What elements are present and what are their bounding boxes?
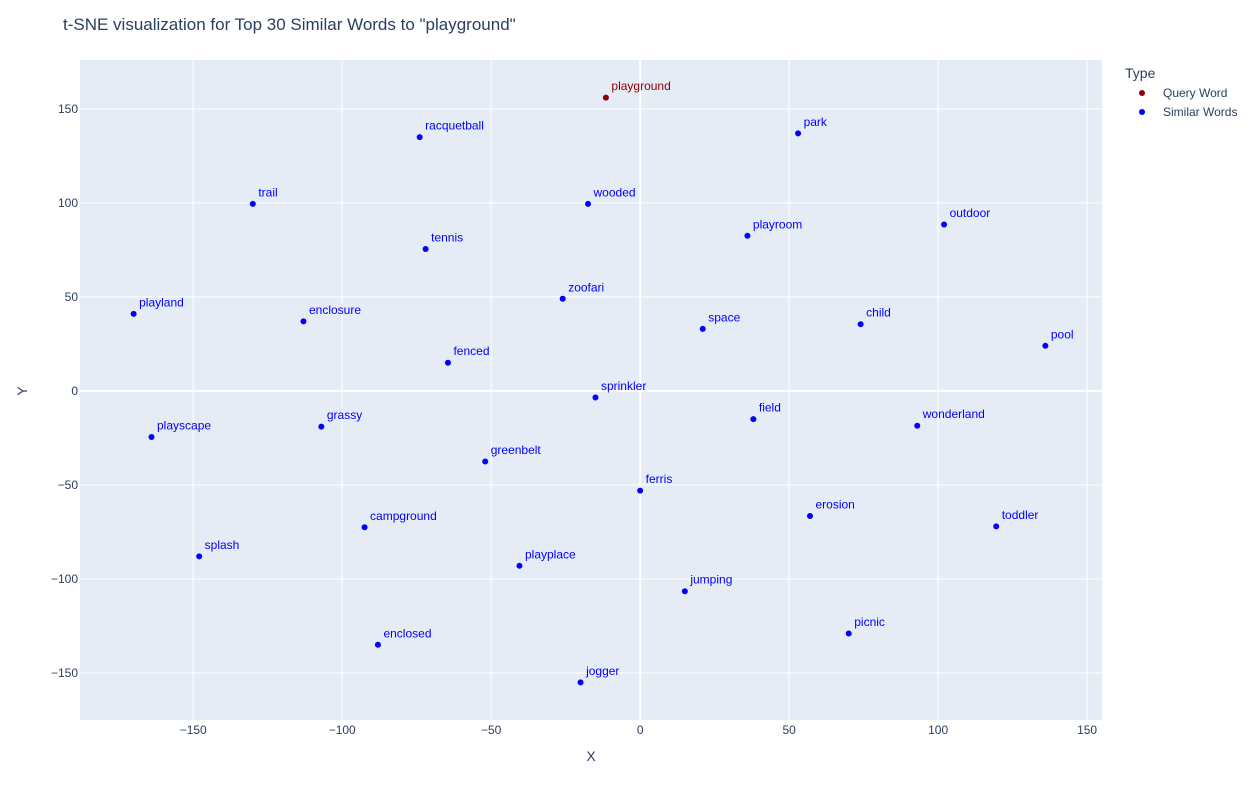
y-tick-label: 50 <box>65 290 79 304</box>
point-label-racquetball: racquetball <box>425 119 484 133</box>
y-tick-label: 0 <box>71 384 78 398</box>
series-query-word: playground <box>602 79 671 101</box>
point-label-space: space <box>708 310 740 324</box>
point-toddler <box>993 523 1000 530</box>
point-label-playground: playground <box>611 79 670 93</box>
y-tick-label: −150 <box>51 666 78 680</box>
point-label-grassy: grassy <box>327 408 362 422</box>
point-enclosure <box>300 318 307 325</box>
point-playroom <box>744 232 751 239</box>
y-tick-label: −50 <box>58 478 79 492</box>
point-label-child: child <box>866 306 891 320</box>
x-tick-label: 150 <box>1077 723 1097 737</box>
point-label-playroom: playroom <box>753 217 802 231</box>
point-grassy <box>318 423 325 430</box>
point-label-campground: campground <box>370 509 437 523</box>
y-tick-label: −100 <box>51 572 78 586</box>
y-tick-label: 100 <box>58 196 78 210</box>
point-playscape <box>148 434 155 441</box>
point-tennis <box>422 245 429 252</box>
legend-marker <box>1139 90 1145 96</box>
x-tick-label: 100 <box>928 723 948 737</box>
point-racquetball <box>416 134 423 141</box>
point-trail <box>249 200 256 207</box>
point-playground <box>602 94 609 101</box>
point-label-enclosure: enclosure <box>309 303 361 317</box>
point-label-field: field <box>759 401 781 415</box>
point-label-pool: pool <box>1051 327 1074 341</box>
chart-title: t-SNE visualization for Top 30 Similar W… <box>63 15 516 34</box>
point-playplace <box>516 562 523 569</box>
point-label-splash: splash <box>205 538 240 552</box>
point-label-greenbelt: greenbelt <box>491 443 542 457</box>
point-label-wonderland: wonderland <box>922 407 985 421</box>
point-label-ferris: ferris <box>646 472 673 486</box>
point-splash <box>196 553 203 560</box>
point-label-playland: playland <box>139 295 184 309</box>
point-picnic <box>845 630 852 637</box>
point-label-wooded: wooded <box>593 185 636 199</box>
point-jumping <box>681 588 688 595</box>
x-tick-label: 0 <box>637 723 644 737</box>
point-fenced <box>444 359 451 366</box>
point-label-enclosed: enclosed <box>383 626 431 640</box>
point-zoofari <box>559 295 566 302</box>
point-campground <box>361 524 368 531</box>
point-enclosed <box>374 641 381 648</box>
point-label-playplace: playplace <box>525 547 576 561</box>
point-erosion <box>807 512 813 519</box>
x-tick-label: −100 <box>329 723 356 737</box>
point-label-zoofari: zoofari <box>568 280 604 294</box>
legend: Type Query Word Similar Words <box>1125 65 1237 119</box>
point-label-park: park <box>804 115 828 129</box>
point-playland <box>130 310 137 317</box>
point-field <box>750 416 757 423</box>
point-label-toddler: toddler <box>1002 508 1039 522</box>
point-ferris <box>637 487 644 494</box>
x-tick-label: 50 <box>782 723 796 737</box>
x-axis-title: X <box>586 748 596 764</box>
point-child <box>857 321 864 328</box>
y-axis-title: Y <box>14 386 30 396</box>
point-greenbelt <box>482 458 489 465</box>
point-label-trail: trail <box>258 185 277 199</box>
y-axis-ticks: 150 100 50 0 −50 −100 −150 <box>51 102 78 680</box>
point-wonderland <box>914 422 921 429</box>
x-tick-label: −150 <box>180 723 207 737</box>
y-tick-label: 150 <box>58 102 78 116</box>
point-label-outdoor: outdoor <box>950 206 991 220</box>
series-similar-words: racquetball park trail wooded outdoor playroo… <box>130 115 1074 686</box>
point-pool <box>1042 342 1049 349</box>
point-label-tennis: tennis <box>431 230 463 244</box>
point-label-jumping: jumping <box>689 573 732 587</box>
point-space <box>699 325 706 332</box>
point-label-erosion: erosion <box>816 497 855 511</box>
point-wooded <box>585 200 592 207</box>
point-label-playscape: playscape <box>157 419 211 433</box>
point-park <box>795 130 802 137</box>
point-sprinkler <box>592 394 599 401</box>
point-outdoor <box>941 221 948 228</box>
data-points: playground racquetball park trail wooded outd… <box>130 79 1074 686</box>
point-jogger <box>577 679 584 686</box>
legend-entry-label: Similar Words <box>1163 105 1237 119</box>
point-label-picnic: picnic <box>854 615 885 629</box>
x-tick-label: −50 <box>481 723 502 737</box>
legend-marker <box>1139 109 1145 115</box>
point-label-sprinkler: sprinkler <box>601 379 646 393</box>
point-label-jogger: jogger <box>585 664 619 678</box>
legend-title: Type <box>1125 65 1156 81</box>
x-axis-ticks: −150 −100 −50 0 50 100 150 <box>180 723 1098 737</box>
point-label-fenced: fenced <box>453 344 489 358</box>
legend-entry-label: Query Word <box>1163 86 1227 100</box>
